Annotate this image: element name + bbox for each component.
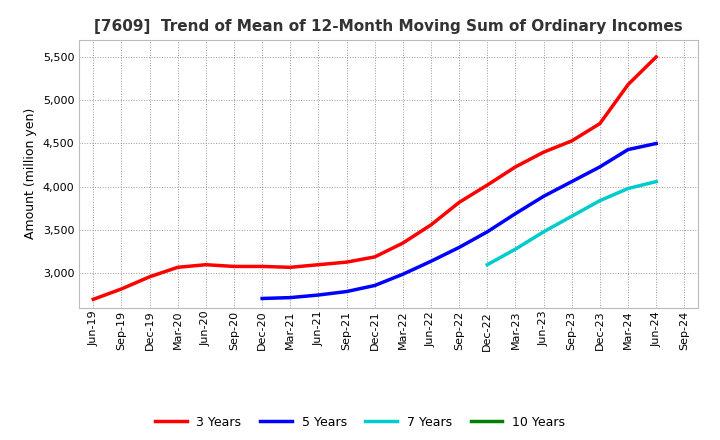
3 Years <box>174 265 182 270</box>
5 Years <box>399 271 408 277</box>
3 Years <box>539 150 548 155</box>
5 Years <box>258 296 266 301</box>
5 Years <box>567 179 576 184</box>
5 Years <box>483 229 492 235</box>
3 Years <box>652 54 660 59</box>
Line: 3 Years: 3 Years <box>94 57 656 299</box>
7 Years <box>567 213 576 219</box>
5 Years <box>427 259 436 264</box>
5 Years <box>342 289 351 294</box>
3 Years <box>258 264 266 269</box>
7 Years <box>483 262 492 268</box>
5 Years <box>652 141 660 146</box>
3 Years <box>370 254 379 260</box>
3 Years <box>314 262 323 268</box>
3 Years <box>286 265 294 270</box>
Legend: 3 Years, 5 Years, 7 Years, 10 Years: 3 Years, 5 Years, 7 Years, 10 Years <box>150 411 570 434</box>
3 Years <box>399 240 408 246</box>
3 Years <box>595 121 604 126</box>
5 Years <box>624 147 632 152</box>
3 Years <box>202 262 210 268</box>
3 Years <box>342 260 351 265</box>
3 Years <box>483 183 492 188</box>
3 Years <box>427 222 436 227</box>
5 Years <box>314 292 323 297</box>
3 Years <box>511 164 520 169</box>
5 Years <box>595 164 604 169</box>
3 Years <box>145 274 154 279</box>
5 Years <box>370 283 379 288</box>
5 Years <box>286 295 294 300</box>
3 Years <box>455 200 464 205</box>
Line: 5 Years: 5 Years <box>262 143 656 298</box>
7 Years <box>595 198 604 203</box>
7 Years <box>652 179 660 184</box>
3 Years <box>117 286 126 292</box>
Line: 7 Years: 7 Years <box>487 182 656 265</box>
7 Years <box>511 246 520 252</box>
3 Years <box>624 82 632 87</box>
7 Years <box>624 186 632 191</box>
3 Years <box>567 138 576 143</box>
5 Years <box>455 245 464 250</box>
Y-axis label: Amount (million yen): Amount (million yen) <box>24 108 37 239</box>
5 Years <box>511 211 520 216</box>
7 Years <box>539 229 548 235</box>
3 Years <box>230 264 238 269</box>
3 Years <box>89 297 98 302</box>
5 Years <box>539 194 548 199</box>
Title: [7609]  Trend of Mean of 12-Month Moving Sum of Ordinary Incomes: [7609] Trend of Mean of 12-Month Moving … <box>94 19 683 34</box>
